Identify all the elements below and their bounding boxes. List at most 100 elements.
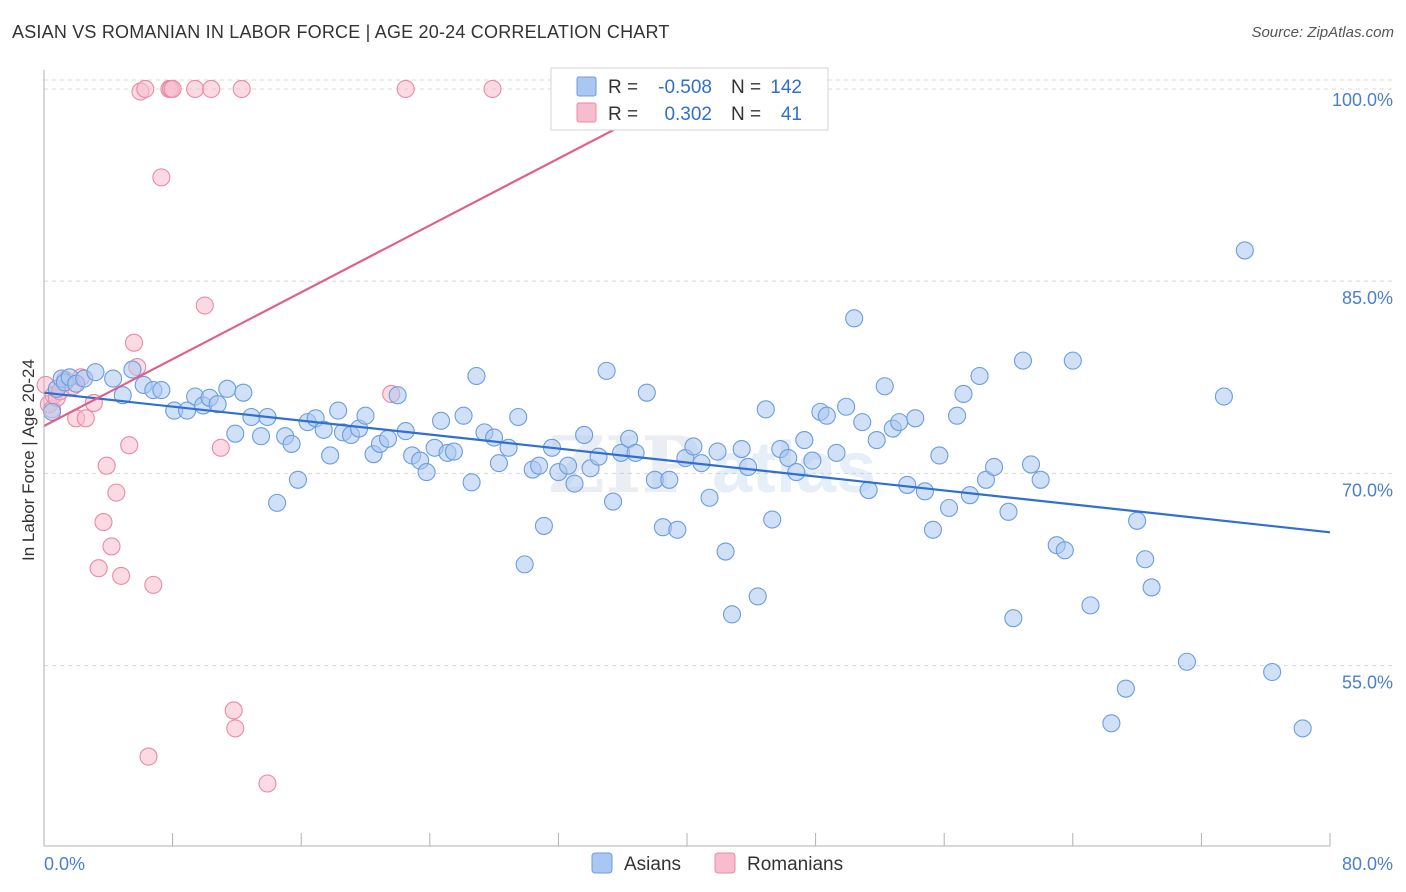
asian-point bbox=[700, 488, 719, 507]
romanian-point bbox=[224, 701, 243, 720]
asian-point bbox=[356, 406, 375, 425]
asian-point bbox=[530, 456, 549, 475]
asian-point bbox=[288, 470, 308, 489]
asian-point bbox=[558, 456, 578, 475]
asian-point bbox=[1116, 679, 1135, 698]
legend-r-label-romanian: R = bbox=[608, 104, 638, 125]
asian-point bbox=[867, 431, 886, 450]
romanian-trend-line bbox=[43, 100, 669, 427]
asian-point bbox=[915, 482, 934, 501]
legend-n-label-romanian: N = bbox=[731, 104, 761, 125]
asian-point bbox=[787, 463, 806, 482]
asian-point bbox=[1177, 652, 1196, 671]
asian-point bbox=[104, 369, 123, 388]
romanian-point bbox=[139, 747, 158, 766]
romanian-point bbox=[112, 566, 131, 585]
series-legend: Asians Romanians bbox=[591, 852, 843, 875]
asian-point bbox=[454, 406, 473, 425]
asian-point bbox=[1263, 662, 1282, 682]
asian-trend-line bbox=[43, 391, 1331, 534]
asian-point bbox=[708, 442, 727, 461]
asian-point bbox=[817, 406, 836, 425]
legend-n-label-asian: N = bbox=[731, 77, 761, 98]
asian-point bbox=[152, 381, 171, 400]
asian-point bbox=[604, 492, 623, 511]
romanian-point bbox=[124, 333, 144, 352]
asian-point bbox=[890, 413, 909, 432]
romanian-point bbox=[202, 79, 221, 99]
series-legend-label-romanians: Romanians bbox=[747, 854, 843, 875]
asian-point bbox=[984, 457, 1004, 477]
asian-point bbox=[234, 383, 253, 402]
romanian-point bbox=[195, 296, 214, 315]
asian-point bbox=[684, 437, 703, 456]
chart-title: ASIAN VS ROMANIAN IN LABOR FORCE | AGE 2… bbox=[12, 22, 670, 42]
y-tick-label: 55.0% bbox=[1342, 673, 1393, 693]
asian-point bbox=[779, 448, 798, 468]
asian-point bbox=[282, 434, 301, 453]
asian-point bbox=[597, 361, 616, 380]
asian-point bbox=[859, 481, 878, 500]
asian-point bbox=[1004, 609, 1023, 628]
romanian-point bbox=[258, 774, 277, 793]
romanian-point bbox=[94, 513, 113, 532]
romanian-point bbox=[136, 79, 155, 99]
romanian-point bbox=[144, 575, 163, 594]
asian-point bbox=[329, 401, 348, 420]
asian-point bbox=[226, 424, 245, 443]
asian-point bbox=[509, 407, 528, 427]
asian-point bbox=[1021, 455, 1041, 474]
asian-point bbox=[178, 401, 197, 420]
stats-legend: R = -0.508 N = 142 R = 0.302 N = 41 bbox=[550, 67, 829, 131]
asian-point bbox=[1055, 541, 1074, 560]
asian-point bbox=[432, 411, 451, 430]
romanian-point bbox=[107, 483, 126, 502]
romanian-point bbox=[483, 79, 502, 99]
asian-point bbox=[837, 397, 856, 416]
asian-point bbox=[875, 377, 894, 396]
asian-point bbox=[960, 486, 979, 505]
asian-point bbox=[660, 470, 679, 489]
x-tick-label: 80.0% bbox=[1342, 854, 1393, 874]
asian-point bbox=[795, 431, 814, 450]
asian-point bbox=[1293, 719, 1312, 738]
asian-point bbox=[976, 470, 996, 489]
asian-point bbox=[1013, 351, 1033, 370]
romanian-point bbox=[152, 168, 171, 187]
asian-point bbox=[444, 442, 463, 461]
asian-point bbox=[948, 406, 967, 425]
asian-point bbox=[515, 555, 534, 574]
legend-n-value-romanian: 41 bbox=[781, 104, 802, 125]
asian-point bbox=[970, 366, 989, 386]
asian-point bbox=[321, 446, 340, 465]
asian-point bbox=[1031, 470, 1050, 489]
asian-point bbox=[218, 379, 237, 398]
romanian-point bbox=[102, 537, 121, 556]
asian-point bbox=[999, 502, 1018, 521]
chart-source: Source: ZipAtlas.com bbox=[1251, 24, 1394, 41]
series-legend-swatch-asians bbox=[591, 852, 613, 874]
asian-point bbox=[939, 498, 959, 518]
asian-point bbox=[575, 425, 594, 444]
asian-point bbox=[1235, 241, 1254, 260]
legend-r-value-romanian: 0.302 bbox=[664, 104, 712, 125]
y-tick-label: 100.0% bbox=[1332, 90, 1393, 110]
romanian-point bbox=[163, 79, 182, 99]
asian-point bbox=[314, 420, 333, 439]
asian-point bbox=[853, 413, 872, 432]
asian-point bbox=[86, 363, 105, 382]
romanian-point bbox=[120, 436, 139, 455]
romanian-point bbox=[211, 438, 230, 457]
romanian-point bbox=[97, 456, 116, 475]
asian-point bbox=[123, 360, 142, 379]
legend-swatch-romanian bbox=[576, 102, 597, 123]
romanian-point bbox=[186, 79, 205, 99]
asian-point bbox=[739, 457, 758, 477]
y-tick-label: 70.0% bbox=[1342, 480, 1393, 500]
asian-point bbox=[462, 473, 481, 492]
asian-point bbox=[722, 605, 742, 624]
asian-point bbox=[1063, 351, 1082, 370]
asian-point bbox=[242, 407, 261, 427]
romanian-point bbox=[89, 559, 108, 578]
